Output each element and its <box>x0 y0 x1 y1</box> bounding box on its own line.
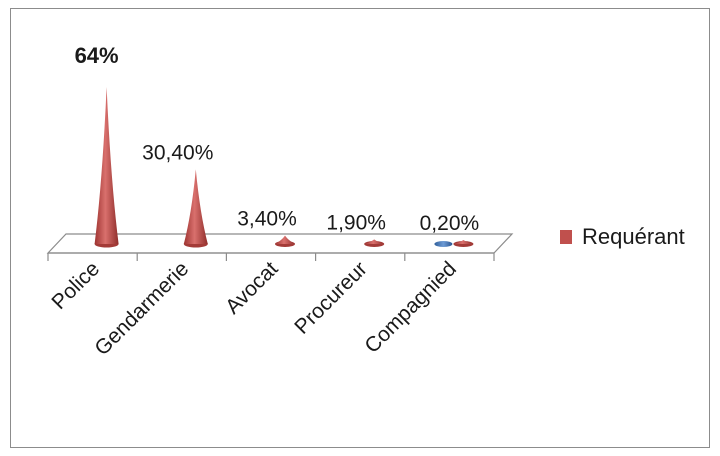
data-label: 3,40% <box>237 208 297 231</box>
legend: Requérant <box>560 224 685 250</box>
bar-mark <box>453 240 474 244</box>
category-label: Police <box>47 257 104 314</box>
cone-avocat <box>275 235 295 247</box>
data-label: 30,40% <box>142 141 213 164</box>
legend-label: Requérant <box>582 224 685 249</box>
data-label: 0,20% <box>420 212 480 235</box>
category-label: Procureur <box>290 257 371 338</box>
cone-police <box>94 87 119 248</box>
data-label: 1,90% <box>326 211 386 234</box>
data-label: 64% <box>75 43 119 68</box>
cone-gendarmerie <box>183 169 208 248</box>
chart-frame <box>10 8 710 448</box>
secondary-mark <box>434 241 453 247</box>
category-label: Gendarmerie <box>90 257 193 360</box>
category-label: Avocat <box>221 257 283 319</box>
bar-mark <box>364 239 385 244</box>
category-label: Compagnied <box>360 257 460 357</box>
bar-mark <box>275 235 295 244</box>
legend-swatch <box>560 230 572 244</box>
cone-compagnied <box>434 240 474 247</box>
bar-mark <box>94 87 119 244</box>
cone-procureur <box>364 239 385 247</box>
bar-mark <box>183 169 208 244</box>
